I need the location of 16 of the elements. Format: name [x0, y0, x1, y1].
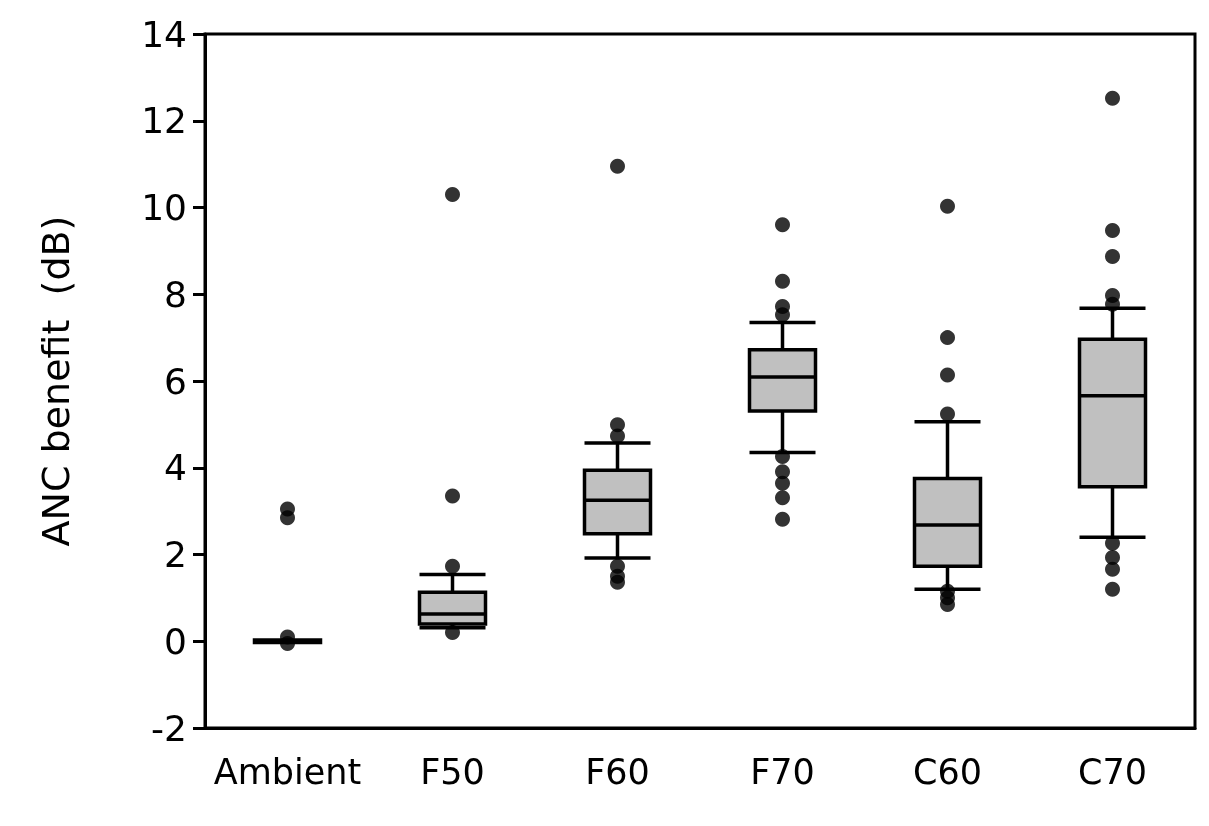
x-tick-label: F50	[420, 751, 485, 792]
y-tick-label: 2	[164, 534, 187, 575]
x-tick-label: Ambient	[213, 751, 362, 792]
y-tick-label: -2	[151, 707, 187, 749]
y-tick-label: 10	[141, 187, 187, 228]
x-tick-label: F70	[750, 751, 815, 792]
y-tick-label: 4	[164, 447, 187, 489]
x-tick-label: C70	[1078, 751, 1147, 792]
y-tick-label: 0	[164, 620, 187, 662]
x-tick-label: C60	[913, 751, 982, 792]
y-axis-title: ANC benefit (dB)	[34, 215, 78, 547]
y-tick-label: 12	[141, 100, 187, 142]
y-tick-label: 8	[164, 273, 187, 315]
y-tick-label: 6	[164, 360, 187, 402]
y-tick-label: 14	[141, 13, 187, 55]
x-tick-label: F60	[585, 751, 650, 792]
